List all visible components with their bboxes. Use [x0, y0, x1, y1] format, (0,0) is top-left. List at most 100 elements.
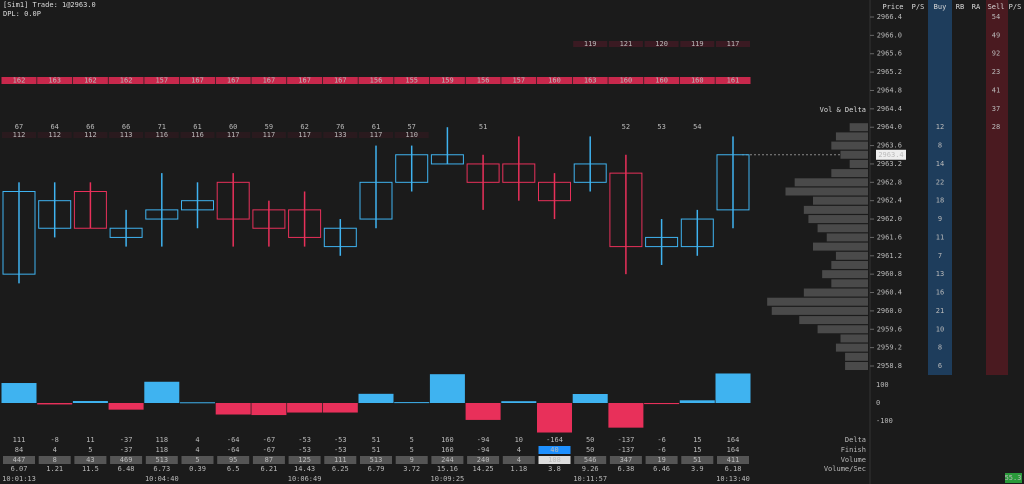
top-band-value: 119 [691, 40, 704, 48]
table-value: 4 [517, 456, 521, 464]
column-header: P/S [912, 3, 925, 11]
upper-value: 60 [229, 123, 237, 131]
volume-cell [3, 456, 35, 464]
delta-bar [358, 393, 394, 403]
profile-bar [849, 159, 868, 168]
red-band-value: 162 [120, 77, 133, 85]
profile-bar [767, 297, 868, 306]
red-band-cell [1, 77, 37, 84]
lower-value: 117 [298, 131, 311, 139]
top-band-cell [716, 41, 750, 47]
table-value: 6.46 [653, 465, 670, 473]
lower-value: 110 [405, 131, 418, 139]
table-value: 164 [727, 436, 740, 444]
table-value: 1.21 [46, 465, 63, 473]
table-value: 50 [586, 446, 594, 454]
table-value: -8 [50, 436, 58, 444]
table-value: 5 [195, 456, 199, 464]
table-value: 6.73 [153, 465, 170, 473]
buy-size: 18 [936, 197, 944, 205]
lower-value: 117 [370, 131, 383, 139]
red-band-value: 155 [405, 77, 418, 85]
volume-cell [38, 456, 71, 464]
lower-band-cell [73, 132, 108, 138]
red-band-value: 167 [191, 77, 204, 85]
profile-bar [813, 242, 868, 251]
price-label: 2962.4 [877, 197, 902, 205]
red-band-value: 160 [691, 77, 704, 85]
table-value: 9.26 [582, 465, 599, 473]
profile-bar [849, 123, 868, 132]
sell-size: 49 [992, 31, 1000, 39]
price-label: 2959.6 [877, 325, 902, 333]
delta-bar [180, 402, 215, 404]
table-value: 14.43 [294, 465, 315, 473]
red-band-cell [537, 77, 572, 84]
lower-band-cell [323, 132, 358, 138]
delta-bar [108, 403, 144, 410]
table-value: 6.25 [332, 465, 349, 473]
profile-bar [835, 251, 868, 260]
delta-bar [644, 403, 680, 405]
delta-bar [608, 403, 644, 428]
red-band-value: 160 [655, 77, 668, 85]
table-value: 513 [370, 456, 383, 464]
table-value: 6.5 [227, 465, 240, 473]
volume-cell [181, 456, 214, 464]
volume-cell [467, 456, 500, 464]
lower-band-cell [287, 132, 322, 138]
price-label: 2964.8 [877, 86, 902, 94]
candle-body [216, 181, 250, 220]
table-label: Finish [841, 446, 866, 454]
candle-body [38, 200, 72, 229]
candle-body [109, 227, 143, 238]
column-header: RB [956, 3, 964, 11]
red-band-cell [644, 77, 680, 84]
table-value: -37 [120, 446, 133, 454]
delta-bar [287, 403, 323, 413]
volume-cell [431, 456, 464, 464]
red-band-cell [679, 77, 715, 84]
delta-bar [322, 403, 358, 413]
red-band-value: 160 [548, 77, 561, 85]
buy-column [928, 0, 952, 375]
candle-body [73, 191, 107, 229]
buy-size: 13 [936, 270, 944, 278]
red-band-value: 162 [13, 77, 26, 85]
time-label: 10:06:49 [288, 475, 322, 483]
profile-bar [840, 334, 868, 343]
price-label: 2964.0 [877, 123, 902, 131]
volume-cell [252, 456, 285, 464]
table-value: 3.9 [691, 465, 704, 473]
candle-body [609, 172, 643, 248]
candle-body [502, 163, 536, 183]
table-value: 4 [195, 446, 199, 454]
red-band-value: 160 [620, 77, 633, 85]
table-value: 4 [517, 446, 521, 454]
table-value: -6 [657, 446, 665, 454]
candle-body [430, 154, 464, 165]
lower-band-cell [37, 132, 72, 138]
profile-bar [817, 224, 868, 233]
lower-value: 117 [263, 131, 276, 139]
profile-bar [845, 362, 868, 370]
price-label: 2962.8 [877, 178, 902, 186]
table-value: 51 [372, 436, 380, 444]
delta-bar [215, 403, 251, 415]
table-value: 244 [441, 456, 454, 464]
price-label: 2966.4 [877, 13, 902, 21]
table-value: 15 [693, 446, 701, 454]
price-label: 2959.2 [877, 344, 902, 352]
table-value: 50 [586, 436, 594, 444]
lower-value: 117 [227, 131, 240, 139]
table-value: -53 [334, 446, 347, 454]
sell-size: 28 [992, 123, 1000, 131]
table-value: -64 [227, 436, 240, 444]
red-band-cell [394, 77, 430, 84]
time-label: 10:11:57 [573, 475, 607, 483]
price-label: 2963.6 [877, 142, 902, 150]
table-value: -53 [334, 436, 347, 444]
highlight-cell [538, 446, 571, 454]
table-value: -164 [546, 436, 563, 444]
table-value: 0.39 [189, 465, 206, 473]
